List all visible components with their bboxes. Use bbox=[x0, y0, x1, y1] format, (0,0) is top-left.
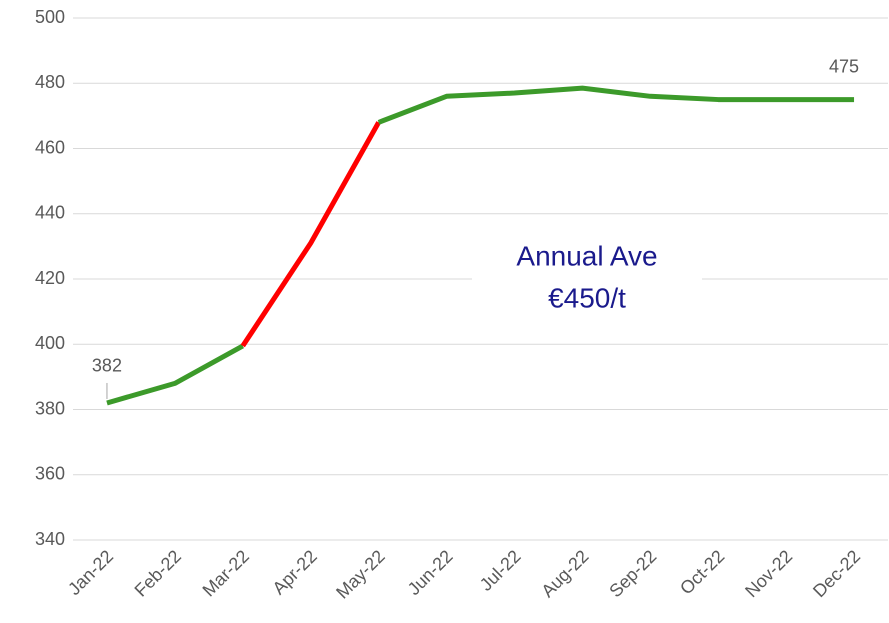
x-tick-label: May-22 bbox=[332, 546, 389, 603]
x-tick-label: Oct-22 bbox=[676, 546, 728, 598]
x-tick-label: Aug-22 bbox=[537, 546, 592, 601]
y-tick-label: 460 bbox=[35, 137, 65, 157]
data-label: 475 bbox=[829, 56, 859, 76]
y-tick-label: 360 bbox=[35, 464, 65, 484]
x-tick-label: Mar-22 bbox=[199, 546, 253, 600]
line-segment bbox=[240, 121, 381, 348]
y-tick-label: 440 bbox=[35, 203, 65, 223]
y-tick-label: 340 bbox=[35, 529, 65, 549]
annotation: Annual Ave bbox=[516, 240, 657, 271]
x-tick-label: Jul-22 bbox=[476, 546, 525, 595]
line-segment bbox=[106, 343, 245, 406]
data-label: 382 bbox=[92, 356, 122, 376]
x-tick-label: Jun-22 bbox=[404, 546, 457, 599]
x-tick-label: Jan-22 bbox=[64, 546, 117, 599]
annotation: €450/t bbox=[548, 282, 626, 313]
y-tick-label: 500 bbox=[35, 7, 65, 27]
annotation-box bbox=[472, 228, 702, 332]
x-tick-label: Sep-22 bbox=[605, 546, 660, 601]
y-tick-label: 380 bbox=[35, 398, 65, 418]
y-tick-label: 480 bbox=[35, 72, 65, 92]
line-segment bbox=[377, 85, 855, 125]
x-tick-label: Nov-22 bbox=[741, 546, 796, 601]
x-tick-label: Feb-22 bbox=[131, 546, 185, 600]
x-tick-label: Apr-22 bbox=[269, 546, 321, 598]
x-tick-label: Dec-22 bbox=[809, 546, 864, 601]
y-tick-label: 400 bbox=[35, 333, 65, 353]
y-tick-label: 420 bbox=[35, 268, 65, 288]
